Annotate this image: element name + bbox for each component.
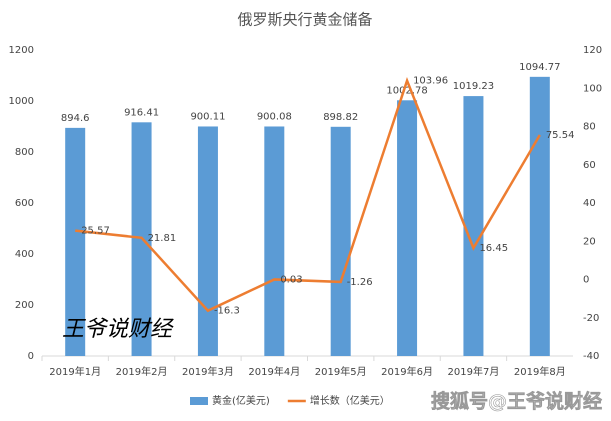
- bar: [264, 126, 285, 356]
- line-value-label: 103.96: [413, 76, 448, 87]
- bar-value-label: 916.41: [124, 107, 159, 118]
- bar-value-label: 894.6: [61, 113, 90, 124]
- x-tick-label: 2019年4月: [248, 365, 300, 378]
- line-value-label: 0.03: [280, 274, 302, 285]
- bar: [65, 127, 86, 356]
- bar: [529, 76, 550, 356]
- bar-value-label: 900.11: [190, 111, 225, 122]
- y-tick-label: 800: [15, 147, 34, 158]
- y-tick-label: 400: [15, 249, 34, 260]
- x-tick-label: 2019年8月: [514, 365, 566, 378]
- legend-swatch: [190, 397, 208, 405]
- bar-value-label: 1002.78: [386, 85, 427, 96]
- y2-tick-label: 0: [583, 275, 589, 286]
- bar: [330, 126, 351, 356]
- x-tick-label: 2019年7月: [448, 365, 500, 378]
- x-tick-label: 2019年1月: [49, 365, 101, 378]
- y-tick-label: 1000: [9, 96, 34, 107]
- y2-tick-label: 60: [583, 160, 596, 171]
- x-tick-label: 2019年5月: [315, 365, 367, 378]
- y-tick-label: 200: [15, 300, 34, 311]
- legend-label: 黄金(亿美元): [212, 394, 270, 407]
- bar-value-label: 1019.23: [453, 81, 494, 92]
- line: [75, 77, 541, 313]
- line-value-label: 21.81: [148, 233, 177, 244]
- y2-tick-label: -20: [583, 313, 599, 324]
- y-tick-label: 0: [28, 351, 34, 362]
- y2-tick-label: 40: [583, 198, 596, 209]
- y2-tick-label: 20: [583, 236, 596, 247]
- bar: [397, 100, 418, 356]
- y-tick-label: 600: [15, 198, 34, 209]
- y2-tick-label: 80: [583, 122, 596, 133]
- x-tick-label: 2019年2月: [116, 365, 168, 378]
- legend-label: 增长数（亿美元）: [310, 394, 390, 407]
- line-value-label: -1.26: [347, 277, 373, 288]
- x-tick-label: 2019年3月: [182, 365, 234, 378]
- line-value-label: 25.57: [81, 226, 110, 237]
- y2-tick-label: 100: [583, 83, 602, 94]
- y2-tick-label: -40: [583, 351, 599, 362]
- bar: [197, 126, 218, 356]
- x-tick-label: 2019年6月: [381, 365, 433, 378]
- bar-value-label: 900.08: [257, 111, 292, 122]
- bar-value-label: 1094.77: [519, 62, 560, 73]
- chart-title: 俄罗斯央行黄金储备: [237, 11, 372, 29]
- line-value-label: 16.45: [479, 243, 508, 254]
- watermark: 搜狐号@王爷说财经: [431, 390, 602, 413]
- line-value-label: -16.3: [214, 306, 240, 317]
- line-value-label: 75.54: [546, 130, 575, 141]
- y2-tick-label: 120: [583, 45, 602, 56]
- watermark: 王爷说财经: [62, 317, 174, 342]
- y-tick-label: 1200: [9, 45, 34, 56]
- bar: [463, 96, 484, 357]
- bar-value-label: 898.82: [323, 112, 358, 123]
